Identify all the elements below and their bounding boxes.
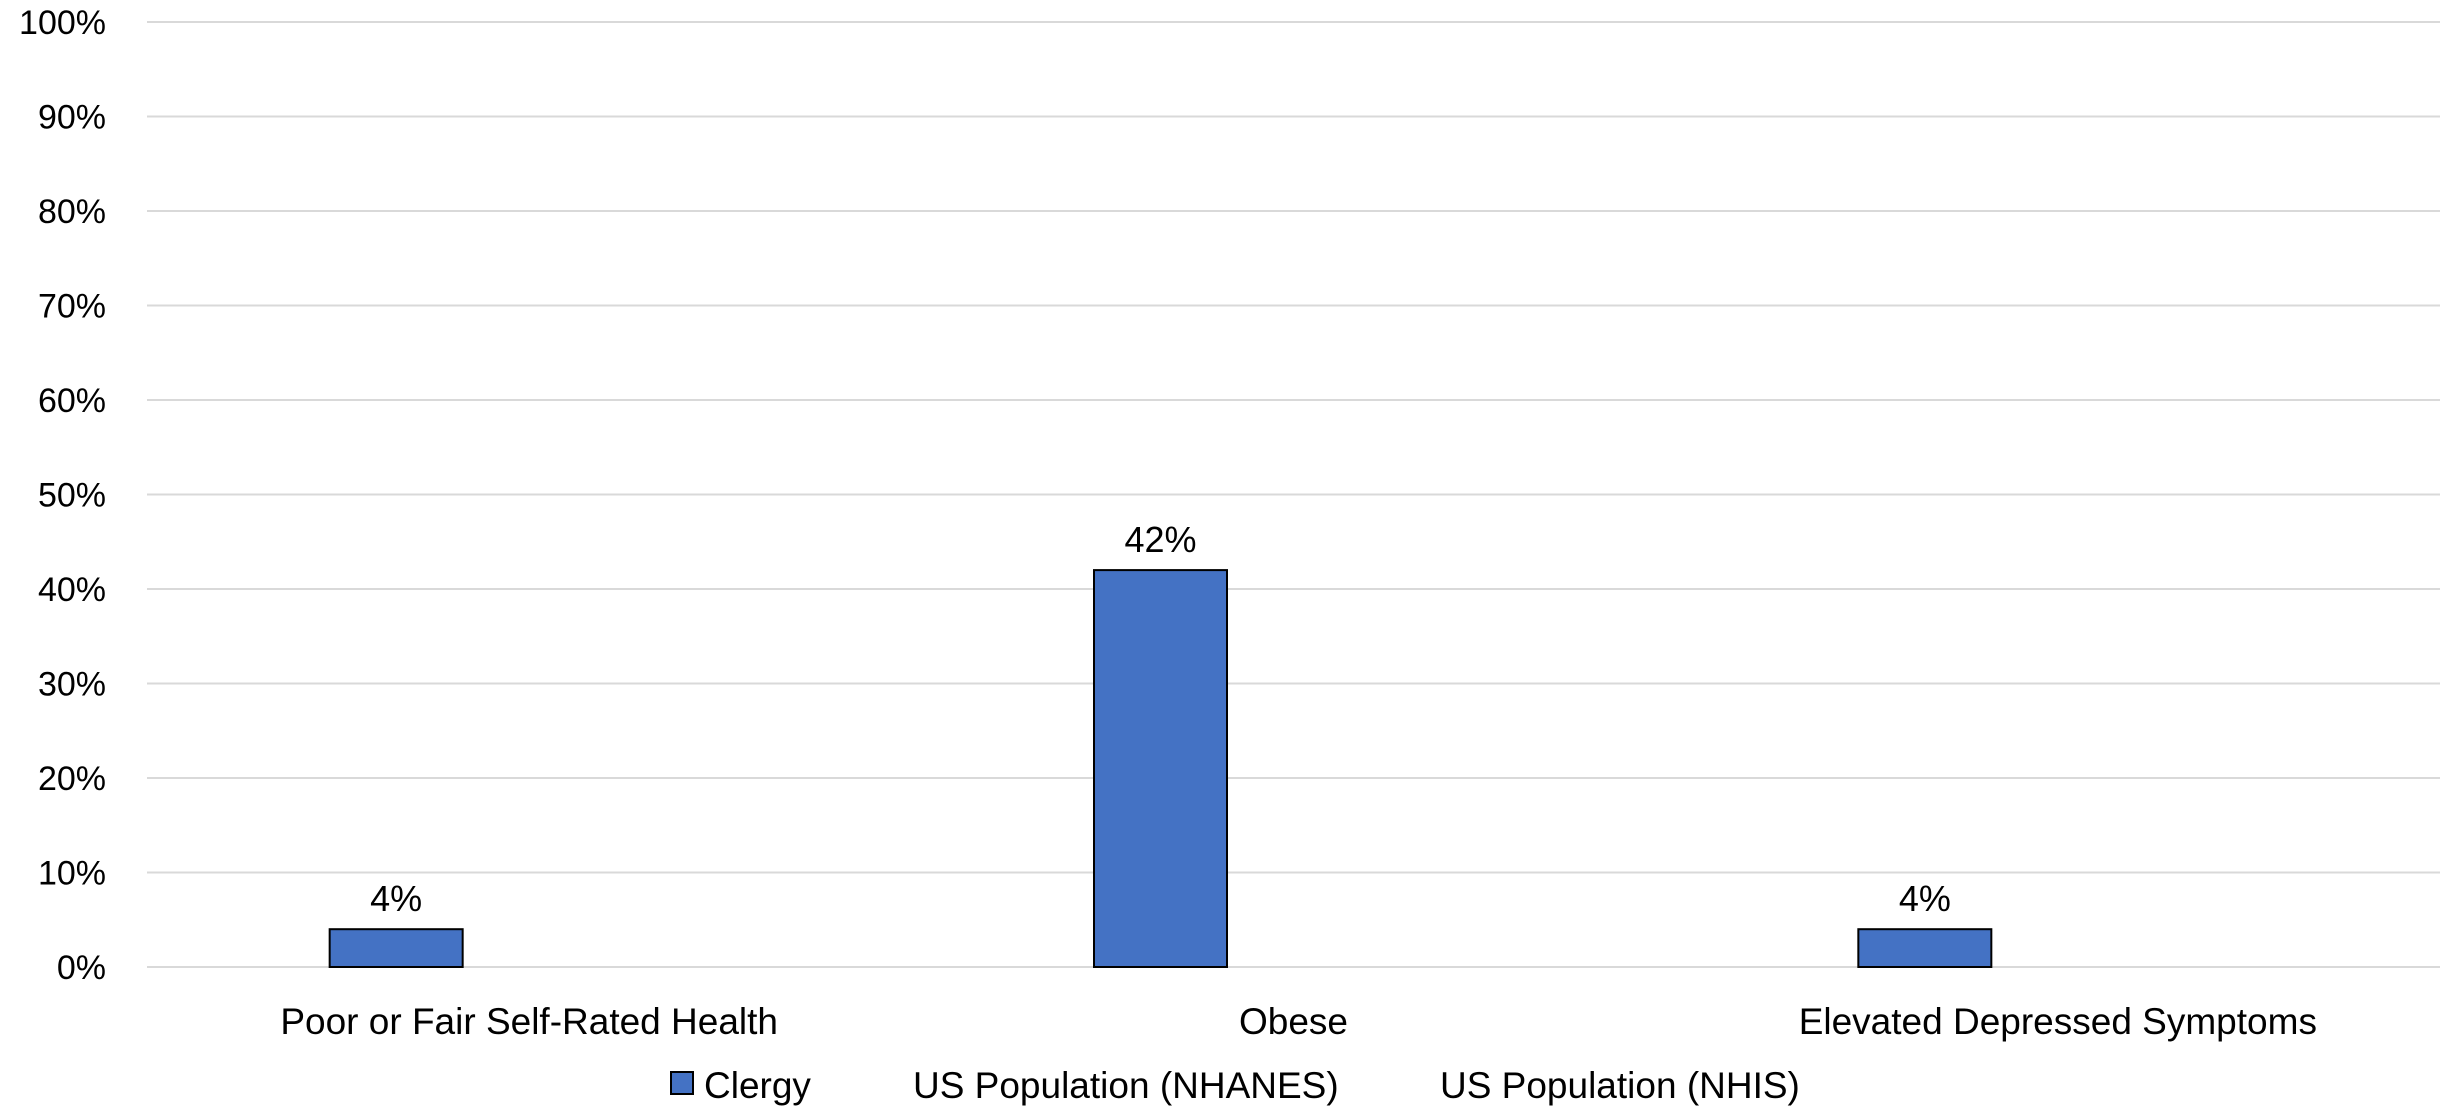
legend-swatch	[670, 1071, 694, 1095]
data-label: 42%	[1124, 519, 1196, 560]
bar-clergy-0	[328, 928, 464, 969]
x-category-label: Poor or Fair Self-Rated Health	[280, 1001, 778, 1042]
x-category-label: Obese	[1239, 1001, 1348, 1042]
y-axis-tick-labels: 0% 10% 20% 30% 40% 50% 60% 70% 80% 90% 100%	[19, 4, 106, 987]
bars	[328, 569, 1993, 969]
legend-item-us-population-nhanes-[interactable]: US Population (NHANES)	[913, 1065, 1339, 1106]
y-tick-label: 70%	[38, 288, 106, 326]
legend[interactable]: Clergy US Population (NHANES) US Populatio…	[670, 1065, 1800, 1106]
y-tick-label: 20%	[38, 760, 106, 798]
y-tick-label: 50%	[38, 477, 106, 515]
y-tick-label: 90%	[38, 99, 106, 137]
y-tick-label: 30%	[38, 666, 106, 704]
y-tick-label: 80%	[38, 193, 106, 231]
y-tick-label: 40%	[38, 571, 106, 609]
x-axis-category-labels: Poor or Fair Self-Rated Health Obese Eleva…	[280, 1001, 2317, 1042]
y-tick-label: 100%	[19, 4, 106, 42]
x-category-label: Elevated Depressed Symptoms	[1799, 1001, 2317, 1042]
y-tick-label: 10%	[38, 855, 106, 893]
y-tick-label: 60%	[38, 382, 106, 420]
bar-clergy-1	[1093, 569, 1228, 968]
y-tick-label: 0%	[57, 949, 106, 987]
data-label: 4%	[1899, 878, 1951, 919]
data-label: 4%	[370, 878, 422, 919]
bar-clergy-2	[1857, 928, 1993, 969]
legend-item-us-population-nhis-[interactable]: US Population (NHIS)	[1440, 1065, 1800, 1106]
data-labels: 4% 42% 4%	[370, 519, 1951, 919]
legend-label: US Population (NHANES)	[913, 1065, 1339, 1106]
legend-label: Clergy	[704, 1065, 811, 1106]
gridlines	[147, 21, 2440, 968]
legend-item-clergy[interactable]: Clergy	[670, 1065, 811, 1106]
legend-label: US Population (NHIS)	[1440, 1065, 1800, 1106]
